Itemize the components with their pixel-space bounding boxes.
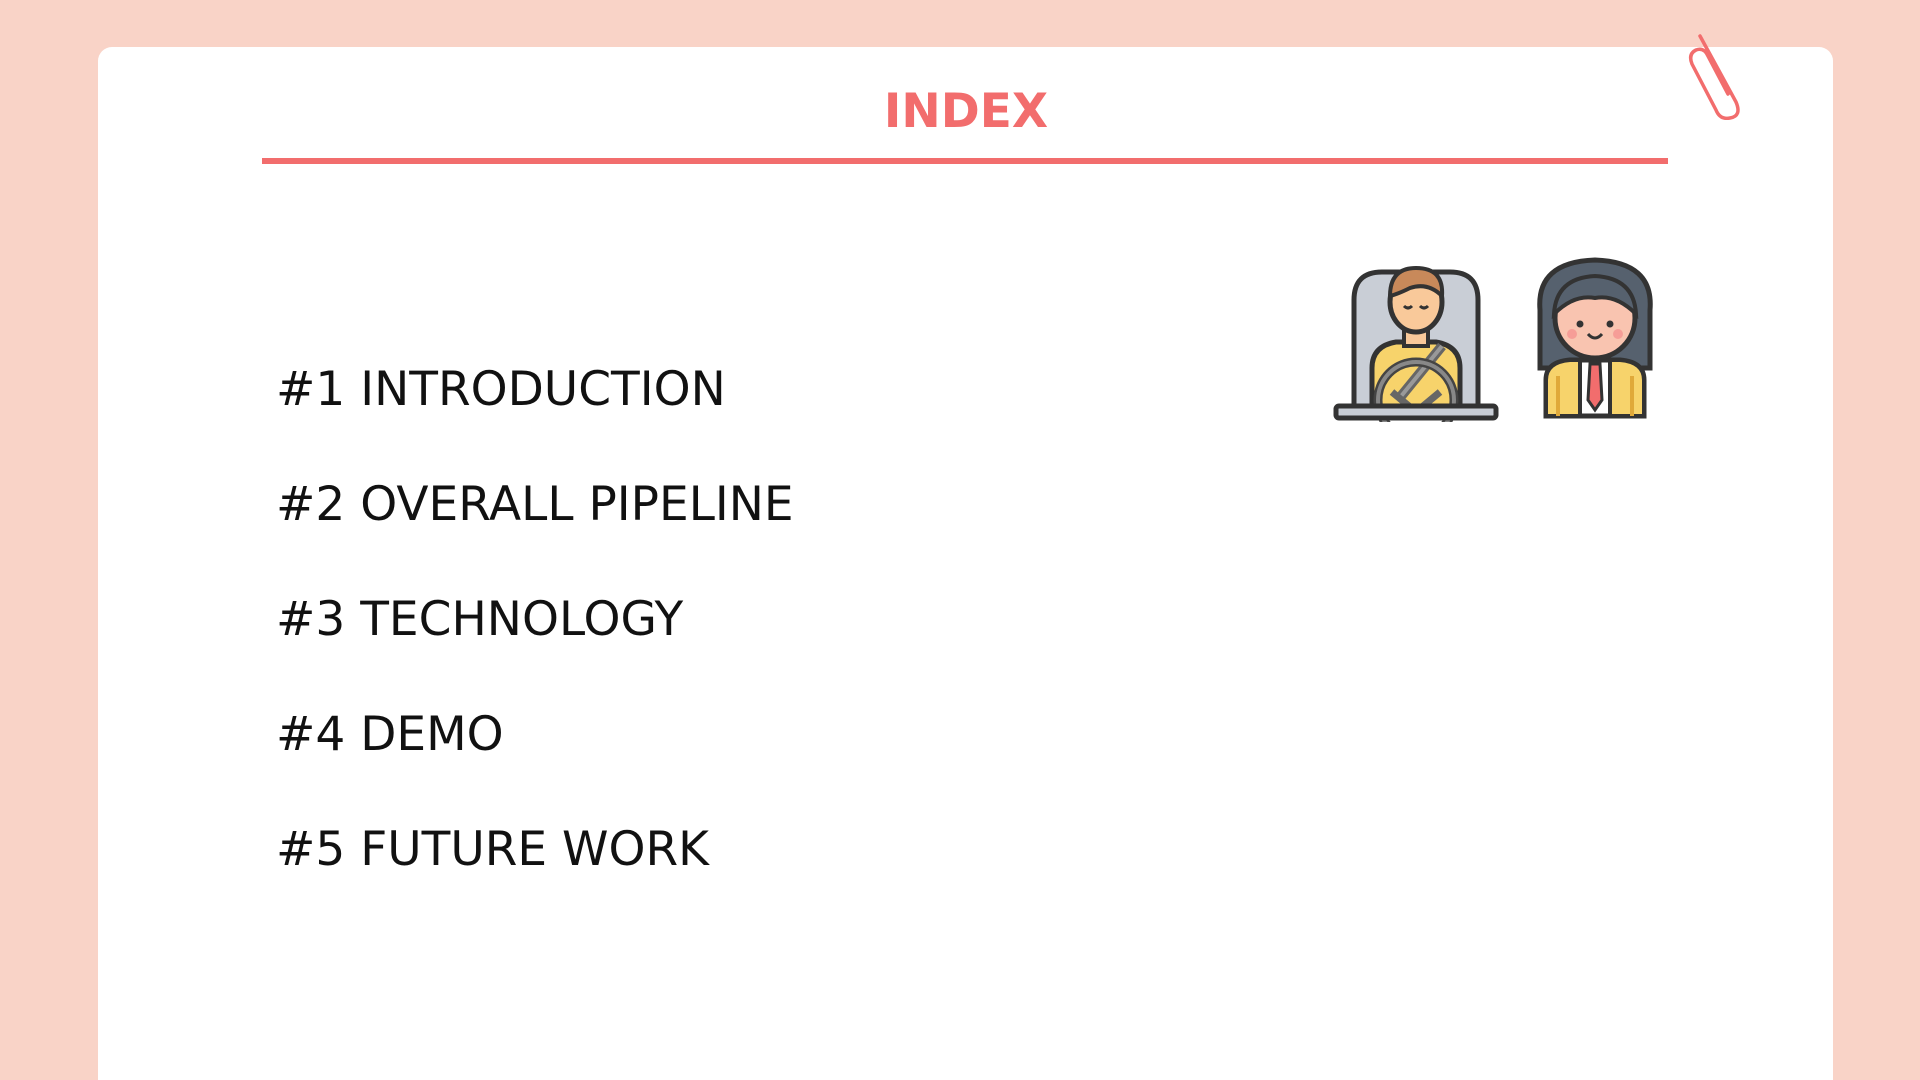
content-card — [98, 47, 1833, 1080]
index-item-technology: #3 TECHNOLOGY — [276, 592, 684, 647]
title-underline — [262, 158, 1668, 164]
student-girl-icon — [1537, 257, 1653, 419]
index-list: #1 INTRODUCTION #2 OVERALL PIPELINE #3 T… — [276, 360, 794, 935]
index-item-future-work: #5 FUTURE WORK — [276, 822, 710, 877]
index-item-overall-pipeline: #2 OVERALL PIPELINE — [276, 477, 794, 532]
paperclip-icon — [1688, 34, 1740, 120]
page-title: INDEX — [883, 84, 1049, 139]
driver-icon — [1333, 265, 1499, 422]
index-item-demo: #4 DEMO — [276, 707, 504, 762]
index-item-introduction: #1 INTRODUCTION — [276, 362, 726, 417]
